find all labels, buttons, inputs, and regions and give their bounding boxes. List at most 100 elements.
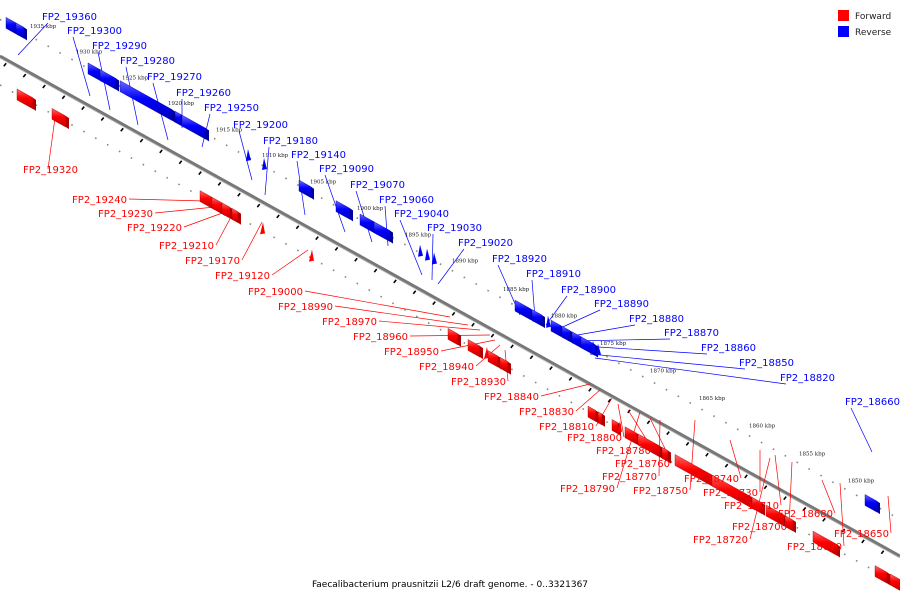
backbone-tick: [334, 246, 339, 251]
gene-FP2_18990-cap: [458, 333, 461, 347]
gene-FP2_19060: [373, 221, 391, 242]
kbp-tick-label: 1895 kbp: [405, 232, 432, 238]
backbone-tick: [393, 279, 397, 284]
gene-label-reverse: FP2_19030: [427, 223, 482, 234]
gene-label-forward: FP2_18990: [278, 302, 333, 313]
backbone-tick: [276, 214, 280, 219]
leader-line: [241, 221, 263, 261]
gene-FP2_18910: [531, 309, 543, 327]
gene-label-reverse: FP2_19040: [394, 209, 449, 220]
gene-label-reverse: FP2_19070: [350, 180, 405, 191]
gene-FP2_18660-cap: [877, 501, 880, 515]
backbone-tick: [646, 420, 651, 425]
reverse-track-line: [0, 18, 900, 521]
kbp-tick-label: 1855 kbp: [799, 451, 826, 457]
backbone-tick: [744, 474, 748, 479]
leader-line: [617, 403, 625, 438]
gene-FP2_18730-cap: [793, 520, 796, 534]
gene-label-reverse: FP2_19300: [67, 26, 122, 37]
gene-label-forward: FP2_19240: [72, 195, 127, 206]
gene-label-forward: FP2_19000: [248, 287, 303, 298]
kbp-tick-label: 1875 kbp: [600, 341, 627, 347]
gene-label-forward: FP2_18930: [451, 377, 506, 388]
gene-label-forward: FP2_18800: [567, 433, 622, 444]
leader-line: [437, 248, 465, 285]
gene-FP2_18960: [484, 346, 489, 359]
backbone-tick: [139, 138, 144, 143]
gene-label-forward: FP2_18720: [693, 535, 748, 546]
gene-FP2_18700: [874, 565, 888, 584]
kbp-tick-label: 1880 kbp: [551, 314, 578, 320]
leader-line: [729, 439, 742, 479]
backbone-tick: [841, 528, 846, 533]
leader-line: [582, 345, 708, 355]
gene-FP2_19090: [335, 200, 351, 220]
gene-FP2_18810: [617, 420, 622, 433]
gene-label-forward: FP2_18830: [519, 407, 574, 418]
gene-FP2_19090-cap: [350, 208, 353, 222]
gene-label-forward: FP2_18670: [787, 542, 842, 553]
gene-label-forward: FP2_18760: [615, 459, 670, 470]
backbone-tick: [880, 550, 885, 555]
gene-label-forward: FP2_19170: [185, 256, 240, 267]
kbp-tick-label: 1930 kbp: [76, 50, 103, 56]
gene-label-reverse: FP2_18860: [701, 343, 756, 354]
leader-line: [47, 117, 56, 170]
leader-line: [689, 419, 696, 491]
gene-label-forward: FP2_18680: [778, 509, 833, 520]
gene-label-reverse: FP2_19140: [291, 150, 346, 161]
gene-labels: FP2_19360 FP2_19300 FP2_19290 FP2_19280 FP2_…: [23, 12, 900, 553]
gene-FP2_19060-cap: [390, 230, 393, 244]
kbp-tick-label: 1915 kbp: [216, 127, 243, 133]
gene-FP2_18700-cap: [887, 572, 890, 586]
kbp-tick-label: 1860 kbp: [749, 424, 776, 430]
backbone-tick: [861, 539, 865, 544]
backbone-tick: [412, 290, 417, 295]
gene-label-reverse: FP2_19360: [42, 12, 97, 23]
gene-FP2_19280-cap: [116, 78, 119, 92]
backbone-tick: [61, 95, 66, 100]
gene-FP2_18820: [596, 343, 601, 356]
legend: Forward Reverse: [838, 10, 892, 38]
gene-label-reverse: FP2_19260: [176, 88, 231, 99]
leader-line: [545, 295, 568, 326]
gene-label-forward: FP2_18700: [732, 522, 787, 533]
gene-label-reverse: FP2_19270: [147, 72, 202, 83]
leader-line: [183, 211, 226, 228]
backbone-tick: [607, 398, 612, 403]
gene-FP2_18840: [597, 411, 603, 426]
gene-FP2_19200: [246, 149, 251, 162]
backbone-tick: [256, 203, 261, 208]
leader-line: [128, 198, 206, 202]
kbp-tick-label: 1850 kbp: [848, 479, 875, 485]
gene-FP2_18890: [550, 319, 562, 337]
gene-label-reverse: FP2_18870: [664, 328, 719, 339]
kbp-tick-label: 1905 kbp: [310, 180, 337, 186]
gene-label-forward: FP2_18770: [602, 472, 657, 483]
gene-FP2_19250: [181, 114, 207, 140]
gene-FP2_19240-cap: [66, 116, 69, 130]
kbp-tick-label: 1890 kbp: [452, 259, 479, 265]
gene-FP2_19360: [5, 16, 17, 35]
gene-label-forward: FP2_18730: [703, 488, 758, 499]
gene-FP2_19300: [15, 22, 25, 39]
leader-line: [749, 457, 771, 540]
leader-line: [334, 305, 469, 326]
backbone-tick: [549, 366, 553, 371]
kbp-tick-label: 1920 kbp: [168, 101, 195, 107]
gene-label-reverse: FP2_19290: [92, 41, 147, 52]
figure-caption: Faecalibacterium prausnitzii L2/6 draft …: [312, 580, 588, 590]
kbp-tick-label: 1885 kbp: [503, 287, 530, 293]
kbp-tick-label: 1900 kbp: [357, 206, 384, 212]
leader-line: [850, 407, 873, 453]
leader-line: [72, 36, 91, 97]
gene-FP2_18720: [889, 573, 900, 591]
gene-label-reverse: FP2_18910: [526, 269, 581, 280]
gene-FP2_19170-cap: [238, 211, 241, 225]
leader-line: [575, 389, 601, 412]
leader-line: [324, 174, 346, 233]
gene-label-reverse: FP2_19200: [233, 120, 288, 131]
gene-FP2_19040: [418, 244, 423, 257]
genome-backbone: [0, 54, 900, 558]
